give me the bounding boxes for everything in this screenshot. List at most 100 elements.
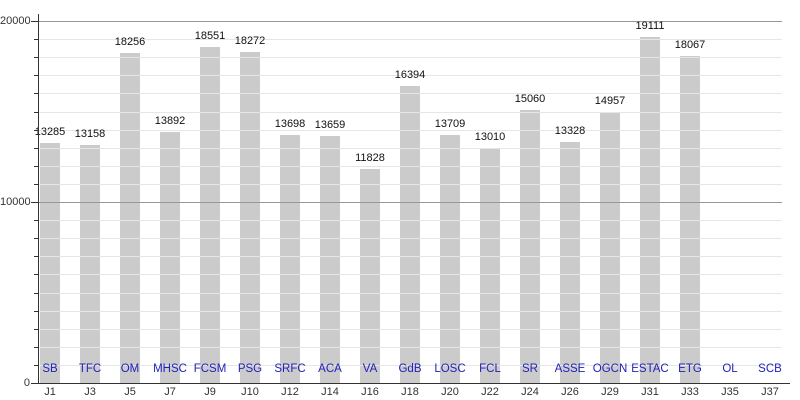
bar-value-label: 18551 xyxy=(194,30,226,43)
y-axis-minor-tick xyxy=(34,274,38,276)
y-axis-minor-tick xyxy=(34,129,38,131)
minor-gridline xyxy=(39,129,782,131)
y-axis-minor-tick xyxy=(34,310,38,312)
bar-tfc xyxy=(80,144,100,383)
bar-value-label: 19111 xyxy=(635,20,665,33)
team-label-losc: LOSC xyxy=(434,363,466,375)
y-axis-tick-label: 0 xyxy=(23,377,30,389)
y-axis-minor-tick xyxy=(34,75,38,77)
bar-value-label: 18067 xyxy=(674,38,706,51)
x-axis-tick-label: J29 xyxy=(601,386,619,398)
minor-gridline xyxy=(39,93,782,95)
team-label-srfc: SRFC xyxy=(274,363,306,375)
bar-losc xyxy=(440,134,460,383)
y-axis-minor-tick xyxy=(34,147,38,149)
x-axis-tick-label: J7 xyxy=(164,386,176,398)
x-axis-tick-label: J26 xyxy=(561,386,579,398)
minor-gridline xyxy=(39,165,782,167)
team-label-aca: ACA xyxy=(318,363,342,375)
y-axis-minor-tick xyxy=(34,346,38,348)
y-axis-minor-tick xyxy=(34,292,38,294)
x-axis-tick-label: J24 xyxy=(521,386,539,398)
minor-gridline xyxy=(39,183,782,185)
x-axis-line xyxy=(38,383,790,384)
minor-gridline xyxy=(39,39,782,41)
major-gridline xyxy=(39,202,782,203)
bar-value-label: 16394 xyxy=(394,69,426,82)
bar-aca xyxy=(320,135,340,383)
y-axis-minor-tick xyxy=(34,111,38,113)
y-axis-minor-tick xyxy=(34,93,38,95)
minor-gridline xyxy=(39,256,782,258)
team-label-psg: PSG xyxy=(237,363,263,375)
y-axis-tick-label: 20000 xyxy=(0,15,31,27)
bar-value-label: 15060 xyxy=(514,93,546,106)
x-axis-tick-label: J12 xyxy=(281,386,299,398)
bar-value-label: 13892 xyxy=(154,114,186,127)
x-axis-tick-label: J3 xyxy=(84,386,96,398)
team-label-sb: SB xyxy=(42,363,58,375)
bar-fcl xyxy=(480,147,500,383)
team-label-etg: ETG xyxy=(678,363,702,375)
y-axis-minor-tick xyxy=(34,183,38,185)
team-label-mhsc: MHSC xyxy=(153,363,187,375)
y-axis-major-tick xyxy=(31,202,38,203)
minor-gridline xyxy=(39,57,782,59)
bar-value-label: 13698 xyxy=(274,118,306,131)
x-axis-tick-label: J1 xyxy=(44,386,56,398)
team-label-tfc: TFC xyxy=(78,363,102,375)
x-axis-tick-label: J33 xyxy=(681,386,699,398)
x-axis-tick-label: J22 xyxy=(481,386,499,398)
minor-gridline xyxy=(39,346,782,348)
y-axis-major-tick xyxy=(31,21,38,22)
team-label-asse: ASSE xyxy=(554,363,586,375)
y-axis-minor-tick xyxy=(34,256,38,258)
minor-gridline xyxy=(39,328,782,330)
bar-sr xyxy=(520,110,540,383)
x-axis-tick-label: J10 xyxy=(241,386,259,398)
bar-value-label: 18256 xyxy=(114,35,146,48)
bar-value-label: 11828 xyxy=(355,151,385,164)
y-axis-line xyxy=(38,14,39,383)
x-axis-tick-label: J35 xyxy=(721,386,739,398)
x-axis-tick-label: J18 xyxy=(401,386,419,398)
y-axis-tick-label: 10000 xyxy=(0,196,31,208)
x-axis-tick-label: J16 xyxy=(361,386,379,398)
bar-ogcn xyxy=(600,112,620,383)
minor-gridline xyxy=(39,310,782,312)
bar-value-label: 14957 xyxy=(594,95,626,108)
bar-srfc xyxy=(280,135,300,383)
major-gridline xyxy=(39,21,782,22)
bar-value-label: 13010 xyxy=(474,130,506,143)
bar-value-label: 13158 xyxy=(74,127,106,140)
team-label-scb: SCB xyxy=(758,363,782,375)
team-label-om: OM xyxy=(120,363,140,375)
x-axis-tick-label: J37 xyxy=(761,386,779,398)
team-label-sr: SR xyxy=(522,363,538,375)
team-label-fcl: FCL xyxy=(479,363,501,375)
x-axis-tick-label: J14 xyxy=(321,386,339,398)
minor-gridline xyxy=(39,238,782,240)
team-label-estac: ESTAC xyxy=(631,363,669,375)
bar-estac xyxy=(640,37,660,383)
bar-value-label: 13709 xyxy=(434,117,466,130)
y-axis-minor-tick xyxy=(34,328,38,330)
bar-value-label: 13659 xyxy=(314,118,346,131)
minor-gridline xyxy=(39,111,782,113)
team-label-fcsm: FCSM xyxy=(193,363,227,375)
bar-etg xyxy=(680,55,700,383)
x-axis-tick-label: J20 xyxy=(441,386,459,398)
y-axis-minor-tick xyxy=(34,220,38,222)
team-label-ol: OL xyxy=(722,363,738,375)
minor-gridline xyxy=(39,220,782,222)
team-label-gdb: GdB xyxy=(398,363,422,375)
bar-om xyxy=(120,52,140,383)
y-axis-minor-tick xyxy=(34,238,38,240)
x-axis-tick-label: J5 xyxy=(124,386,136,398)
minor-gridline xyxy=(39,75,782,77)
x-axis-tick-label: J9 xyxy=(204,386,216,398)
bar-gdb xyxy=(400,86,420,383)
y-axis-minor-tick xyxy=(34,364,38,366)
bar-value-label: 13285 xyxy=(34,125,66,138)
